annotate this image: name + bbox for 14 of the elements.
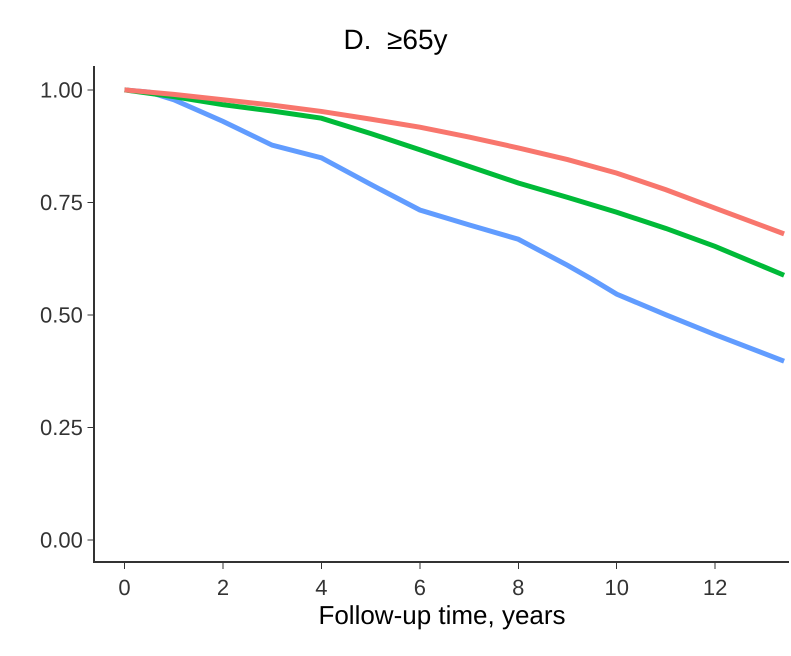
x-tick-label: 2 xyxy=(216,575,230,600)
x-tick-label: 8 xyxy=(512,575,524,600)
y-tick-label: 0.25 xyxy=(40,415,83,440)
x-tick-label: 0 xyxy=(118,575,131,600)
x-axis-title: Follow-up time, years xyxy=(318,600,566,630)
y-tick-label: 1.00 xyxy=(40,78,83,103)
y-tick-label: 0.75 xyxy=(40,190,83,216)
y-tick-label: 0.00 xyxy=(40,528,83,553)
x-tick-label: 10 xyxy=(604,575,629,600)
y-tick-label: 0.50 xyxy=(40,302,83,328)
x-tick-label: 6 xyxy=(414,575,426,600)
chart-title: D. ≥65y xyxy=(343,24,448,56)
x-tick-label: 4 xyxy=(315,575,328,600)
x-tick-label: 12 xyxy=(702,575,728,600)
